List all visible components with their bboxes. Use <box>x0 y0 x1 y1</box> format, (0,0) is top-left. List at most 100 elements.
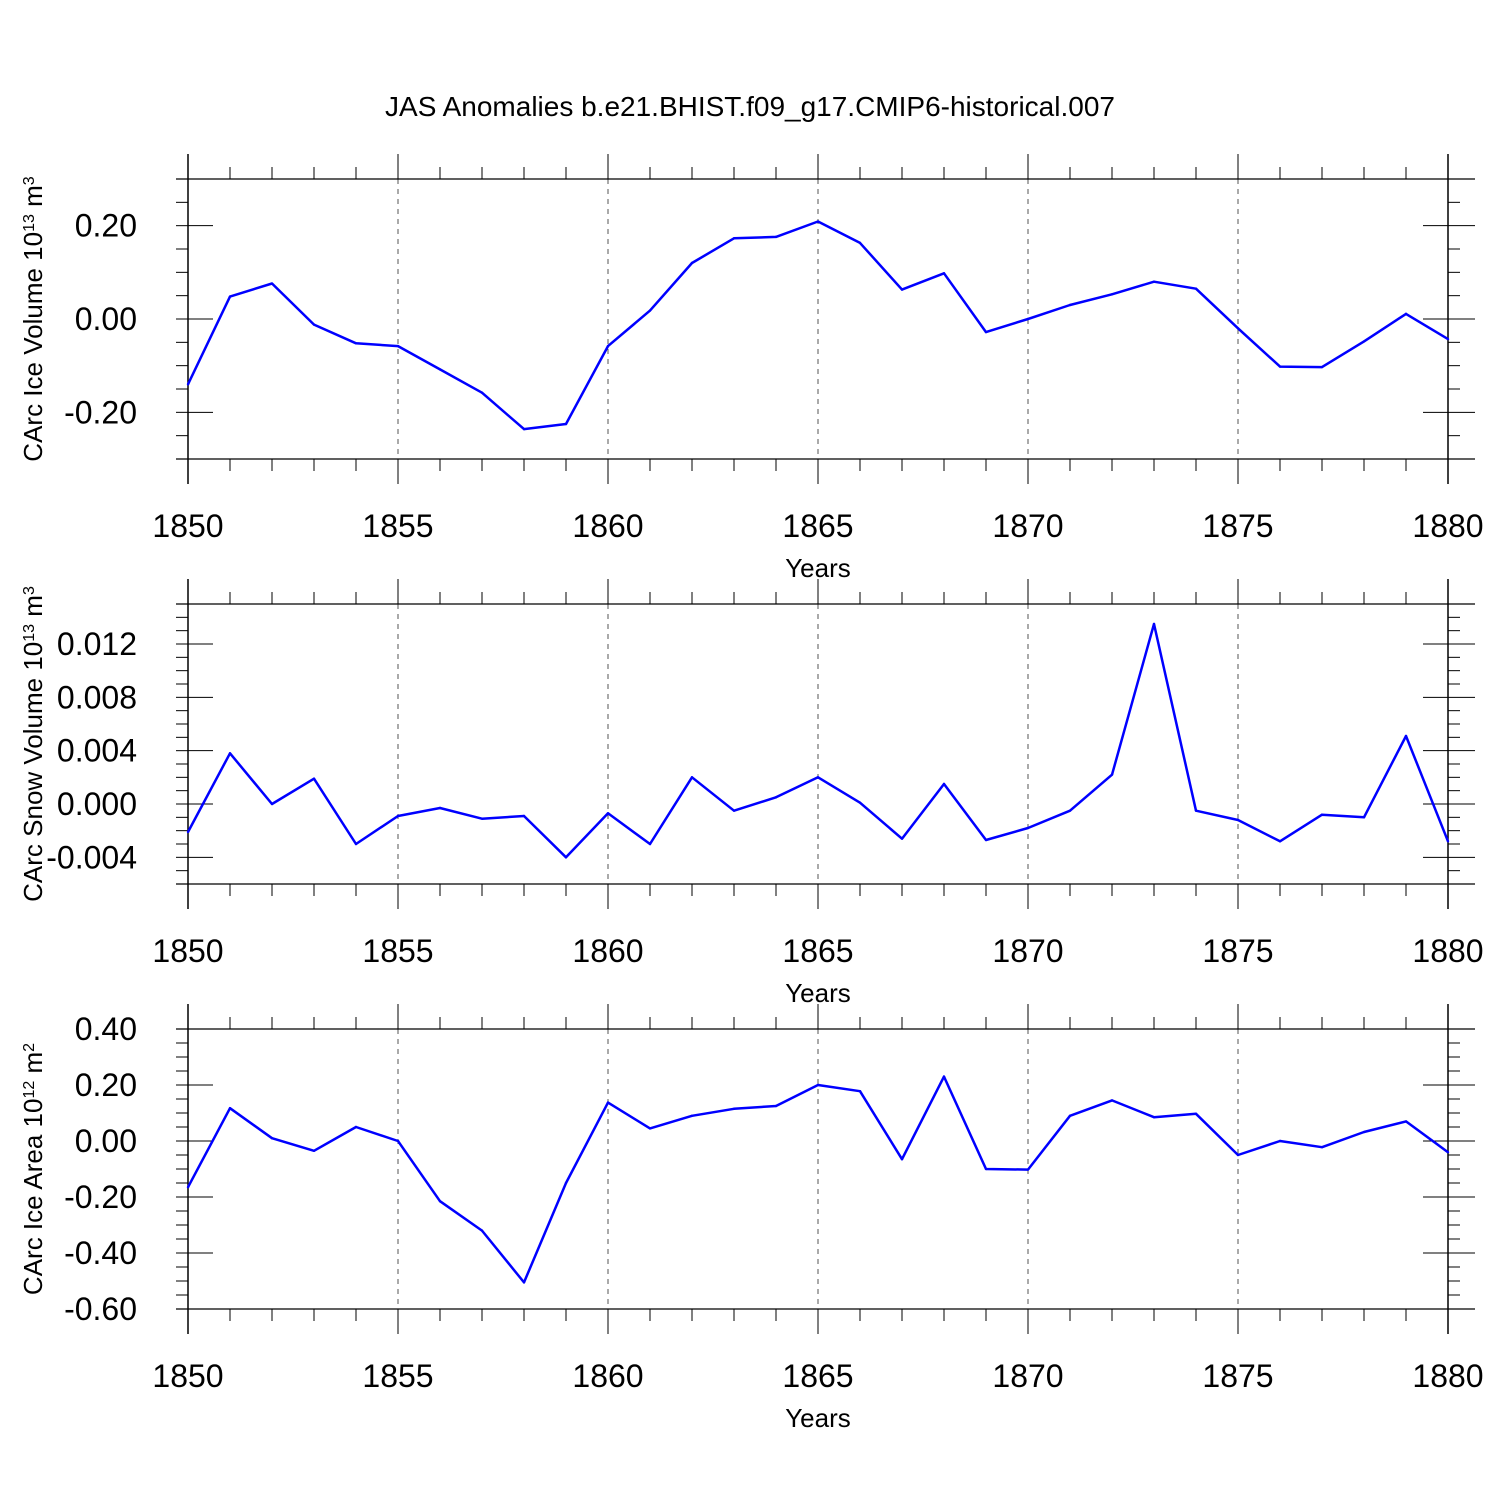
data-point <box>354 342 358 345</box>
data-point <box>186 1186 190 1189</box>
x-tick-label: 1855 <box>362 1358 433 1394</box>
data-point <box>228 752 232 755</box>
data-point <box>396 1139 400 1143</box>
x-tick-label: 1860 <box>572 1358 643 1394</box>
data-point <box>984 838 988 842</box>
x-tick-label: 1850 <box>152 1358 223 1394</box>
y-tick-label: 0.00 <box>75 301 137 337</box>
y-axis-title: CArc Snow Volume 1013 m3 <box>18 586 48 902</box>
data-point <box>270 282 274 285</box>
data-point <box>1404 1120 1408 1123</box>
data-point <box>1068 809 1072 812</box>
y-tick-label: 0.000 <box>57 786 137 822</box>
data-point <box>690 261 694 265</box>
x-tick-label: 1870 <box>992 508 1063 544</box>
y-tick-label: 0.40 <box>75 1011 137 1047</box>
data-point <box>984 1167 988 1171</box>
data-point <box>1278 365 1282 368</box>
y-tick-label: -0.20 <box>64 394 137 430</box>
data-point <box>1068 303 1072 307</box>
data-point <box>942 272 946 275</box>
data-point <box>690 776 694 779</box>
panels: 1850 1855 1860 1865 1870 1875 1880 0.20 0.00 -0.2… <box>18 154 1484 1433</box>
x-tick-label: 1850 <box>152 933 223 969</box>
data-point <box>1068 1114 1072 1118</box>
y-tick-label: 0.20 <box>75 1067 137 1103</box>
data-point <box>1446 840 1450 843</box>
x-tick-label: 1860 <box>572 933 643 969</box>
data-point <box>774 796 778 799</box>
panel-3: 1850 1855 1860 1865 1870 1875 1880 0.40 0.20 0.00… <box>18 1004 1484 1433</box>
data-point <box>732 237 736 240</box>
x-tick-label: 1870 <box>992 933 1063 969</box>
data-point <box>1236 327 1240 330</box>
data-point <box>1152 622 1156 626</box>
data-point <box>354 1125 358 1129</box>
data-point <box>648 309 652 312</box>
data-point <box>606 344 610 348</box>
data-point <box>1446 337 1450 341</box>
data-point <box>858 801 862 804</box>
data-point <box>1320 813 1324 816</box>
data-point <box>816 220 820 223</box>
data-point <box>1404 734 1408 738</box>
data-point <box>186 383 190 386</box>
data-point <box>1152 280 1156 283</box>
data-point <box>564 856 568 859</box>
data-point <box>1320 1145 1324 1149</box>
data-point <box>438 368 442 371</box>
data-point <box>228 295 232 298</box>
y-tick-label: -0.20 <box>64 1179 137 1215</box>
data-point <box>1194 809 1198 812</box>
data-point <box>312 1149 316 1153</box>
data-point <box>1110 1099 1114 1102</box>
y-tick-label: 0.00 <box>75 1123 137 1159</box>
x-tick-label: 1875 <box>1202 933 1273 969</box>
data-point <box>270 802 274 806</box>
data-point <box>1236 1153 1240 1157</box>
data-point <box>774 1104 778 1108</box>
data-point <box>1362 816 1366 819</box>
y-tick-label: -0.60 <box>64 1291 137 1327</box>
y-tick-label: -0.40 <box>64 1235 137 1271</box>
panel-2: 1850 1855 1860 1865 1870 1875 1880 0.012 0.008 0.… <box>18 579 1484 1008</box>
data-point <box>1026 1168 1030 1171</box>
data-point <box>228 1107 232 1110</box>
data-point <box>1362 340 1366 343</box>
data-point <box>396 814 400 818</box>
x-tick-label: 1880 <box>1412 508 1483 544</box>
data-point <box>1194 1112 1198 1116</box>
data-point <box>564 422 568 426</box>
data-point <box>1362 1130 1366 1134</box>
chart-title: JAS Anomalies b.e21.BHIST.f09_g17.CMIP6-… <box>385 91 1115 122</box>
data-point <box>1110 773 1114 776</box>
data-point <box>606 1101 610 1104</box>
x-tick-label: 1850 <box>152 508 223 544</box>
x-tick-label: 1875 <box>1202 1358 1273 1394</box>
x-tick-label: 1865 <box>782 1358 853 1394</box>
data-point <box>816 776 820 779</box>
y-tick-label: -0.004 <box>46 839 137 875</box>
y-axis-title: CArc Ice Volume 1013 m3 <box>18 176 48 461</box>
data-point <box>1110 293 1114 296</box>
data-point <box>438 806 442 810</box>
data-point <box>1152 1116 1156 1119</box>
data-point <box>312 777 316 780</box>
data-point <box>354 842 358 846</box>
data-point <box>480 817 484 820</box>
data-point <box>186 830 190 834</box>
data-point <box>312 323 316 326</box>
data-point <box>1278 840 1282 843</box>
x-axis-title: Years <box>785 1403 851 1433</box>
data-point <box>648 1127 652 1130</box>
x-tick-label: 1875 <box>1202 508 1273 544</box>
data-point <box>606 812 610 815</box>
data-point <box>522 1281 526 1284</box>
data-point <box>1320 365 1324 369</box>
x-tick-label: 1860 <box>572 508 643 544</box>
data-point <box>1026 317 1030 321</box>
data-point <box>480 391 484 394</box>
y-tick-label: 0.012 <box>57 626 137 662</box>
data-point <box>438 1200 442 1203</box>
